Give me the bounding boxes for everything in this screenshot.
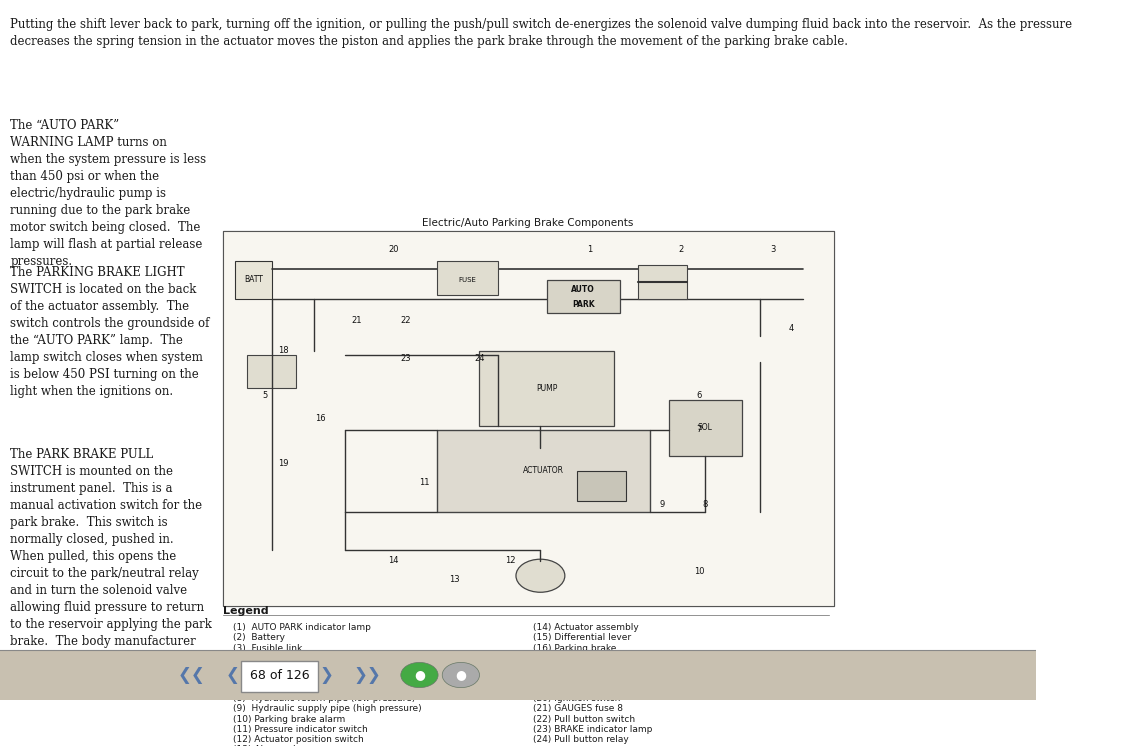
Text: (7)  Solenoid valve: (7) Solenoid valve	[233, 684, 318, 693]
Text: 68 of 126: 68 of 126	[250, 668, 309, 682]
Text: ❮❮: ❮❮	[178, 666, 206, 684]
Text: The PARKING BRAKE LIGHT
SWITCH is located on the back
of the actuator assembly. : The PARKING BRAKE LIGHT SWITCH is locate…	[10, 266, 209, 398]
Text: 2: 2	[678, 245, 684, 254]
Text: ACTUATOR: ACTUATOR	[523, 466, 564, 475]
Text: 23: 23	[401, 354, 411, 363]
Text: (12) Actuator position switch: (12) Actuator position switch	[233, 735, 363, 744]
Text: (9)  Hydraulic supply pipe (high pressure): (9) Hydraulic supply pipe (high pressure…	[233, 704, 421, 713]
Text: PARK: PARK	[572, 300, 594, 309]
Text: 9: 9	[660, 500, 666, 509]
Text: (24) Pull button relay: (24) Pull button relay	[533, 735, 629, 744]
Text: 4: 4	[788, 324, 794, 333]
Text: Putting the shift lever back to park, turning off the ignition, or pulling the p: Putting the shift lever back to park, tu…	[10, 17, 1072, 48]
Text: 21: 21	[352, 316, 362, 325]
Text: ❮: ❮	[226, 666, 240, 684]
Text: (5)  Pump and reservoir: (5) Pump and reservoir	[233, 664, 340, 673]
Text: (10) Parking brake alarm: (10) Parking brake alarm	[233, 715, 345, 724]
Text: (19) N/A (Auto Apply) fuse 10: (19) N/A (Auto Apply) fuse 10	[533, 684, 667, 693]
Circle shape	[443, 662, 480, 688]
Text: (21) GAUGES fuse 8: (21) GAUGES fuse 8	[533, 704, 624, 713]
Text: Electric/Auto Parking Brake Components: Electric/Auto Parking Brake Components	[422, 218, 634, 228]
Text: 20: 20	[388, 245, 398, 254]
Text: (8)  Hydraulic return pipe (low pressure): (8) Hydraulic return pipe (low pressure)	[233, 695, 415, 703]
Bar	[577, 471, 626, 501]
Bar	[234, 261, 272, 298]
Text: (11) Pressure indicator switch: (11) Pressure indicator switch	[233, 725, 368, 734]
Text: 5: 5	[263, 392, 268, 401]
Text: (22) Pull button switch: (22) Pull button switch	[533, 715, 635, 724]
Text: The “AUTO PARK”
WARNING LAMP turns on
when the system pressure is less
than 450 : The “AUTO PARK” WARNING LAMP turns on wh…	[10, 119, 206, 268]
Text: 24: 24	[474, 354, 484, 363]
Text: (17) Park/Neutral position switch relay: (17) Park/Neutral position switch relay	[533, 653, 708, 662]
Text: (14) Actuator assembly: (14) Actuator assembly	[533, 623, 640, 632]
Text: (13) Alarm relay: (13) Alarm relay	[233, 745, 307, 746]
Text: 13: 13	[449, 575, 461, 584]
Text: (2)  Battery: (2) Battery	[233, 633, 285, 642]
Text: 14: 14	[388, 557, 398, 565]
Text: 18: 18	[278, 346, 289, 355]
Text: (15) Differential lever: (15) Differential lever	[533, 633, 632, 642]
Text: Legend: Legend	[223, 606, 268, 615]
Bar	[247, 354, 295, 389]
Bar	[547, 280, 620, 313]
Text: 19: 19	[278, 459, 289, 468]
Bar	[638, 265, 687, 298]
Text: 8: 8	[703, 500, 709, 509]
Text: ❯: ❯	[319, 666, 333, 684]
Text: ❯❯: ❯❯	[354, 666, 381, 684]
Text: (16) Parking brake: (16) Parking brake	[533, 644, 617, 653]
Text: (18) Park/Neutral position and backup lamps switch: (18) Park/Neutral position and backup la…	[533, 664, 767, 673]
FancyBboxPatch shape	[223, 231, 833, 606]
Bar	[479, 351, 614, 426]
Text: ●: ●	[455, 668, 466, 682]
Text: 1: 1	[586, 245, 592, 254]
Bar	[669, 400, 743, 456]
Text: 6: 6	[696, 392, 702, 401]
Text: PUMP: PUMP	[535, 384, 557, 393]
Text: BATT: BATT	[243, 275, 263, 284]
Text: (6)  Pump motor switch: (6) Pump motor switch	[233, 674, 338, 683]
Text: 12: 12	[505, 557, 515, 565]
Text: 22: 22	[401, 316, 411, 325]
Text: 16: 16	[315, 414, 326, 423]
Circle shape	[516, 560, 565, 592]
Text: SOL: SOL	[698, 423, 713, 432]
Text: 11: 11	[419, 477, 429, 486]
Text: (20) Ignition switch: (20) Ignition switch	[533, 695, 620, 703]
Text: AUTO: AUTO	[572, 285, 595, 294]
Text: The PARK BRAKE PULL
SWITCH is mounted on the
instrument panel.  This is a
manual: The PARK BRAKE PULL SWITCH is mounted on…	[10, 448, 242, 665]
Text: 3: 3	[770, 245, 775, 254]
Text: 7: 7	[696, 425, 702, 434]
Bar	[223, 231, 833, 606]
FancyBboxPatch shape	[241, 661, 318, 692]
Bar	[437, 261, 498, 295]
Text: 10: 10	[694, 568, 704, 577]
Bar	[437, 430, 651, 512]
Text: (1)  AUTO PARK indicator lamp: (1) AUTO PARK indicator lamp	[233, 623, 371, 632]
Text: (3)  Fusible link: (3) Fusible link	[233, 644, 302, 653]
Bar	[0, 650, 1036, 700]
Text: (23) BRAKE indicator lamp: (23) BRAKE indicator lamp	[533, 725, 653, 734]
Text: ●: ●	[414, 668, 424, 682]
Text: FUSE: FUSE	[458, 277, 477, 283]
Text: (4)  Pump motor relay: (4) Pump motor relay	[233, 653, 333, 662]
Circle shape	[401, 662, 438, 688]
